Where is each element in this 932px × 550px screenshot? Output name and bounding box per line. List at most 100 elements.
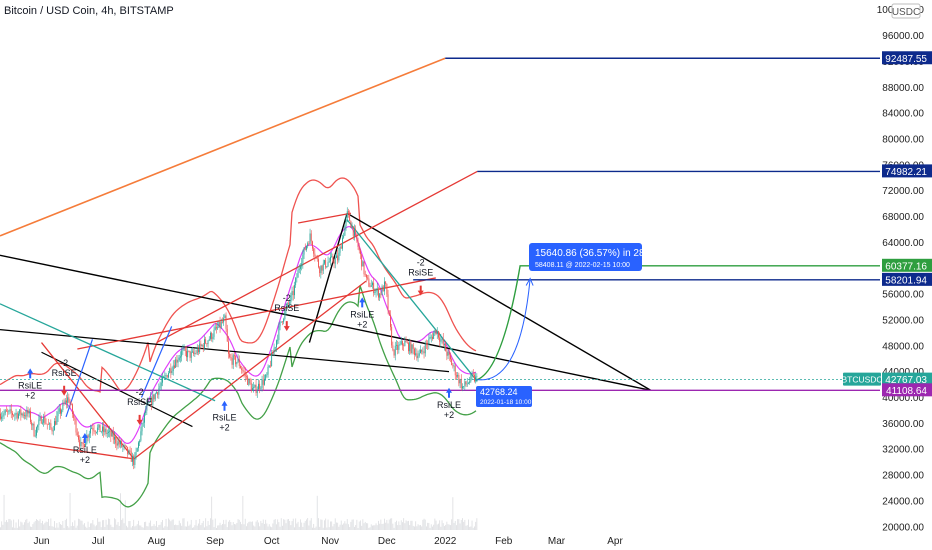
volume-bar xyxy=(134,526,136,530)
volume-bar xyxy=(388,519,390,530)
candle-body xyxy=(162,376,163,383)
volume-bar xyxy=(260,520,262,530)
candle-body xyxy=(267,366,269,375)
volume-bar xyxy=(447,524,449,530)
candle-body xyxy=(464,381,466,387)
x-tick-label: Dec xyxy=(378,536,396,547)
candle-body xyxy=(367,277,369,279)
volume-bar xyxy=(7,522,9,530)
volume-bar xyxy=(452,497,454,530)
volume-bar xyxy=(451,519,453,530)
volume-bar xyxy=(279,526,281,530)
signal-type-label: RsiLE xyxy=(350,309,374,319)
volume-bar xyxy=(31,526,33,530)
projection-blue-curve xyxy=(477,278,531,381)
candle-body xyxy=(240,366,241,369)
candle-body xyxy=(318,259,319,268)
candle-body xyxy=(214,327,216,330)
volume-bar xyxy=(430,524,432,530)
volume-bar xyxy=(87,521,89,530)
candle-body xyxy=(96,432,97,433)
candle-body xyxy=(297,269,299,278)
y-tick-label: 20000.00 xyxy=(882,522,924,533)
y-tick-label: 32000.00 xyxy=(882,445,924,456)
volume-bar xyxy=(398,521,400,530)
volume-bar xyxy=(63,527,65,530)
volume-bar xyxy=(115,519,117,530)
currency-button[interactable]: USDC xyxy=(891,3,921,19)
volume-bar xyxy=(356,519,358,530)
candle-body xyxy=(376,288,378,291)
volume-bar xyxy=(392,523,394,530)
candle-body xyxy=(345,217,347,227)
candle-body xyxy=(424,343,426,354)
signal-qty-label: +2 xyxy=(357,319,367,329)
candle-body xyxy=(409,342,411,352)
candle-body xyxy=(247,376,249,385)
candle-body xyxy=(339,246,341,253)
volume-bar xyxy=(271,527,273,530)
volume-bar xyxy=(200,525,202,530)
volume-bar xyxy=(292,518,294,530)
candle-body xyxy=(391,326,393,346)
volume-bar xyxy=(312,527,313,530)
candle-body xyxy=(207,340,209,345)
candle-body xyxy=(338,252,340,261)
candle-body xyxy=(230,357,232,359)
volume-bar xyxy=(67,526,69,530)
candle-body xyxy=(471,374,473,375)
volume-bar xyxy=(421,526,423,530)
candle-body xyxy=(238,359,240,367)
volume-bar xyxy=(284,519,286,530)
candle-body xyxy=(86,435,88,444)
candle-body xyxy=(31,422,33,426)
candle-body xyxy=(469,381,471,384)
candle-body xyxy=(152,394,154,405)
candle-body xyxy=(415,353,417,355)
volume-bar xyxy=(294,527,295,530)
volume-bar xyxy=(304,521,306,530)
candle-body xyxy=(397,344,399,350)
volume-bar xyxy=(295,518,297,530)
candle-body xyxy=(147,402,149,405)
chart-title: Bitcoin / USD Coin, 4h, BITSTAMP xyxy=(4,5,174,17)
candle-body xyxy=(123,445,125,447)
candle-body xyxy=(157,392,159,395)
volume-bar xyxy=(432,526,433,530)
candle-body xyxy=(354,229,355,236)
volume-bar xyxy=(194,525,196,530)
candle-body xyxy=(459,379,461,384)
candle-body xyxy=(260,387,262,389)
volume-bar xyxy=(123,523,125,530)
candle-body xyxy=(319,267,321,274)
candle-body xyxy=(279,322,281,327)
teal-trendline-2 xyxy=(346,219,478,382)
volume-bar xyxy=(429,527,431,530)
volume-bar xyxy=(30,526,31,530)
candle-body xyxy=(241,368,243,371)
candle-body xyxy=(360,250,361,255)
candle-body xyxy=(9,409,11,411)
volume-bar xyxy=(105,519,107,530)
candle-body xyxy=(454,365,456,376)
volume-bar xyxy=(181,525,183,530)
volume-bar xyxy=(355,525,357,530)
candle-body xyxy=(328,261,330,263)
candle-body xyxy=(81,442,83,444)
volume-bar xyxy=(104,526,106,530)
time-axis[interactable]: Jun Jul Aug Sep Oct Nov Dec 2022 Feb Mar Apr xyxy=(0,530,880,550)
volume-bar xyxy=(34,520,36,530)
volume-bar xyxy=(25,519,27,530)
candle-body xyxy=(184,348,186,352)
y-tick-label: 68000.00 xyxy=(882,212,924,223)
volume-bar xyxy=(402,522,403,530)
candle-body xyxy=(374,291,376,294)
candle-body xyxy=(436,331,438,335)
candle-body xyxy=(476,376,478,378)
volume-bar xyxy=(417,524,419,530)
candle-body xyxy=(176,359,178,363)
candle-body xyxy=(37,425,39,428)
volume-bar xyxy=(106,524,108,530)
candle-body xyxy=(412,344,414,349)
